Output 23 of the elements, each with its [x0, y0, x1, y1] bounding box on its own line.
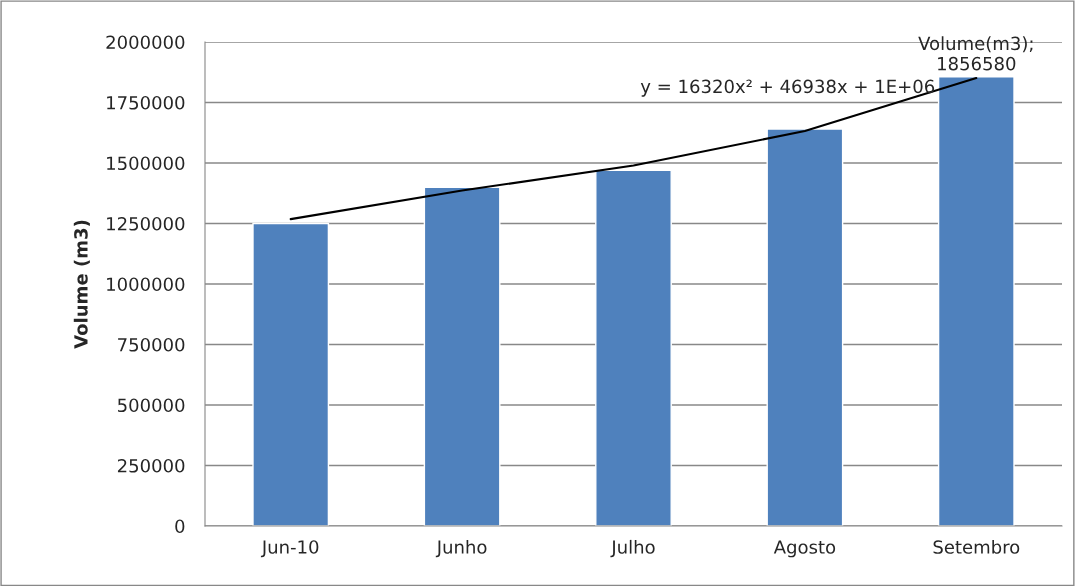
bar: [937, 76, 1015, 526]
y-axis-title: Volume (m3): [73, 220, 90, 349]
bar: [766, 128, 844, 526]
x-tick-label: Agosto: [773, 540, 836, 558]
bar: [595, 169, 672, 526]
bar: [252, 222, 330, 526]
y-tick-label: 750000: [118, 337, 185, 352]
x-tick-label: Junho: [435, 539, 487, 558]
bar: [423, 186, 501, 526]
y-tick-label: 0: [175, 519, 185, 534]
annotation: y = 16320x² + 46938x + 1E+06: [640, 79, 935, 97]
annotation: Volume(m3); 1856580: [918, 36, 1033, 71]
x-tick-label: Julho: [610, 539, 655, 558]
y-tick-label: 500000: [118, 398, 185, 413]
line-series: [289, 77, 978, 221]
y-tick-label: 2000000: [106, 35, 185, 50]
y-tick-label: 1000000: [107, 277, 185, 292]
y-tick-label: 1250000: [107, 216, 185, 231]
y-tick-label: 1500000: [107, 156, 185, 171]
y-tick-label: 1750000: [107, 95, 185, 110]
y-tick-label: 250000: [117, 458, 185, 473]
x-tick-label: Setembro: [933, 539, 1020, 554]
x-tick-label: Jun-10: [260, 540, 319, 558]
